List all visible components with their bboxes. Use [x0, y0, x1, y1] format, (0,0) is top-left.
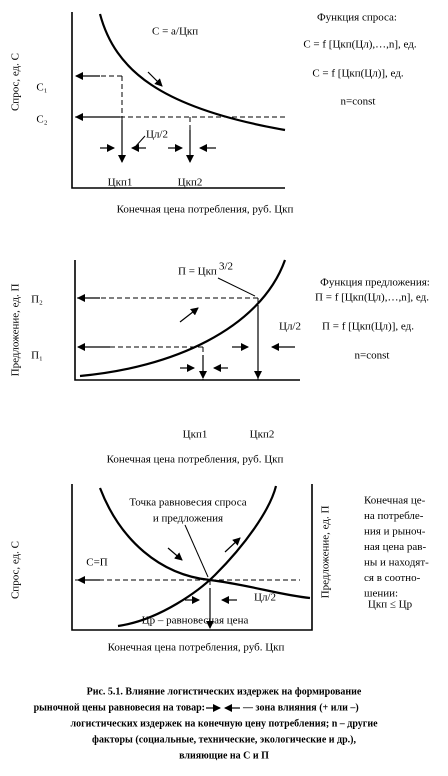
- annotation: и предложения: [153, 513, 223, 525]
- note-line: ся в соотно-: [364, 572, 421, 584]
- caption-line: влияющие на С и П: [179, 750, 269, 761]
- note-line: на потребле-: [364, 510, 424, 522]
- caption-line: логистических издержек на конечную цену …: [70, 718, 378, 729]
- curve-formula: П = Цкп: [178, 266, 217, 278]
- guides: [75, 297, 259, 380]
- supply-panel: Предложение, ед. П П = Цкп 3/2 Функция п…: [10, 259, 430, 466]
- x-axis-label: Конечная цена потребления, руб. Цкп: [107, 454, 284, 466]
- note-line: ния и рыноч-: [364, 526, 426, 538]
- axes: [74, 260, 300, 381]
- axis-mark: П₁: [31, 350, 43, 362]
- zone-label: Цл/2: [146, 129, 168, 141]
- leader: [135, 135, 146, 147]
- y-axis-label: Спрос, ед. С: [10, 541, 22, 599]
- arrow: [167, 547, 183, 561]
- caption: Рис. 5.1. Влияние логистических издержек…: [34, 686, 379, 761]
- caption-line: факторы (социальные, технические, эколог…: [92, 734, 356, 745]
- x-mark: Цр – равновесная цена: [142, 615, 249, 627]
- arrow: [179, 307, 199, 323]
- caption-line: рыночной цены равновесия на товар:: [34, 702, 205, 713]
- note-line: Конечная це-: [364, 495, 426, 507]
- zone-label: Цл/2: [279, 321, 301, 333]
- relation: Цкп ≤ Цр: [368, 599, 413, 611]
- annotation: С=П: [86, 557, 108, 569]
- x-mark: Цкп2: [250, 429, 275, 441]
- equilibrium-panel: Спрос, ед. С Предложение, ед. П Точка ра…: [10, 484, 429, 654]
- curve-formula: С = a/Цкп: [152, 26, 198, 38]
- guides: [75, 75, 285, 160]
- curve-exponent: 3/2: [219, 261, 233, 273]
- function-text: n=const: [355, 350, 390, 362]
- note-line: ная цена рав-: [364, 541, 426, 553]
- annotation: Точка равновесия спроса: [129, 497, 246, 509]
- function-title: Функция спроса:: [317, 12, 397, 24]
- function-text: n=const: [341, 96, 376, 108]
- x-mark: Цкп1: [108, 177, 133, 189]
- axes: [71, 484, 313, 631]
- note-line: ны и находят-: [364, 557, 429, 569]
- demand-curve: [98, 13, 286, 132]
- caption-line: — зона влияния (+ или –): [242, 702, 359, 713]
- leader: [217, 277, 256, 297]
- y-axis-label: Предложение, ед. П: [10, 284, 22, 377]
- function-title: Функция предложения:: [320, 277, 430, 289]
- supply-curve: [117, 485, 278, 628]
- function-text: П = f [Цкп(Цл),…,n], ед.: [315, 292, 429, 304]
- axes: [71, 12, 285, 189]
- function-text: П = f [Цкп(Цл)], ед.: [322, 321, 414, 333]
- x-mark: Цкп1: [183, 429, 208, 441]
- axis-mark: П₂: [31, 294, 43, 306]
- x-axis-label: Конечная цена потребления, руб. Цкп: [117, 204, 294, 216]
- x-mark: Цкп2: [178, 177, 203, 189]
- note-line: шении:: [364, 588, 398, 600]
- supply-curve: [79, 259, 287, 378]
- arrow: [147, 71, 163, 87]
- x-axis-label: Конечная цена потребления, руб. Цкп: [108, 642, 285, 654]
- y-axis-label: Спрос, ед. С: [10, 53, 22, 111]
- arrow: [224, 537, 241, 553]
- axis-mark: С₁: [36, 82, 47, 94]
- axis-mark: С₂: [36, 114, 47, 126]
- leader: [184, 524, 209, 578]
- side-note: Конечная це-на потребле-ния и рыноч-ная …: [364, 495, 429, 600]
- zone-label: Цл/2: [254, 592, 276, 604]
- demand-panel: Спрос, ед. С С = a/Цкп Функция спроса: С…: [10, 12, 417, 216]
- y2-axis-label: Предложение, ед. П: [320, 506, 332, 599]
- function-text: С = f [Цкп(Цл),…,n], ед.: [303, 39, 417, 51]
- caption-line: Рис. 5.1. Влияние логистических издержек…: [87, 686, 362, 697]
- function-text: С = f [Цкп(Цл)], ед.: [312, 68, 404, 80]
